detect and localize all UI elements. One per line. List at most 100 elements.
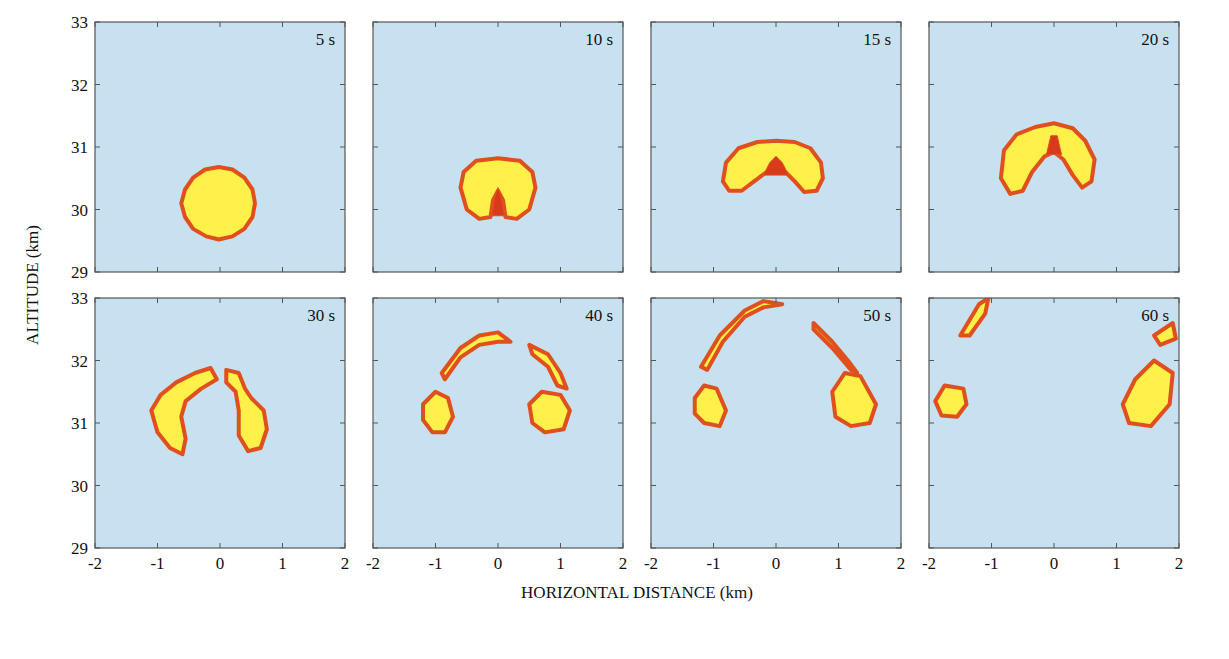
y-tick xyxy=(1174,548,1179,549)
x-tick xyxy=(651,267,652,272)
y-tick xyxy=(651,22,656,23)
y-tick xyxy=(1174,485,1179,486)
x-tick xyxy=(901,267,902,272)
x-tick xyxy=(1179,298,1180,303)
y-tick xyxy=(340,272,345,273)
plume-region xyxy=(529,392,570,433)
x-tick-label: 0 xyxy=(494,554,503,573)
x-tick xyxy=(498,298,499,303)
x-tick xyxy=(623,267,624,272)
x-tick xyxy=(435,298,436,303)
plume-region xyxy=(442,332,511,379)
x-tick xyxy=(838,298,839,303)
x-tick xyxy=(220,22,221,27)
x-tick xyxy=(991,543,992,548)
x-tick xyxy=(776,298,777,303)
plot-frame xyxy=(929,22,1179,272)
plume-region xyxy=(935,386,966,417)
plume-region xyxy=(701,301,782,370)
x-tick xyxy=(95,543,96,548)
x-tick xyxy=(373,22,374,27)
y-tick xyxy=(1174,209,1179,210)
x-tick xyxy=(1179,267,1180,272)
y-tick-label: 32 xyxy=(71,352,88,371)
y-tick xyxy=(929,147,934,148)
y-tick xyxy=(618,298,623,299)
y-axis-title: ALTITUDE (km) xyxy=(23,225,42,345)
y-tick xyxy=(373,22,378,23)
y-tick xyxy=(95,360,100,361)
x-tick xyxy=(838,543,839,548)
y-tick xyxy=(651,298,656,299)
x-tick xyxy=(991,22,992,27)
plot-frame xyxy=(373,22,623,272)
y-tick xyxy=(1174,84,1179,85)
x-tick xyxy=(282,543,283,548)
x-tick xyxy=(282,22,283,27)
x-tick xyxy=(1054,22,1055,27)
y-tick xyxy=(340,360,345,361)
y-tick-label: 31 xyxy=(71,414,88,433)
y-tick xyxy=(618,360,623,361)
y-tick-label: 31 xyxy=(71,138,88,157)
y-tick xyxy=(618,548,623,549)
x-tick xyxy=(929,543,930,548)
y-tick xyxy=(651,147,656,148)
y-tick xyxy=(929,298,934,299)
y-tick xyxy=(95,84,100,85)
x-tick xyxy=(560,543,561,548)
y-tick-label: 32 xyxy=(71,76,88,95)
y-tick xyxy=(95,485,100,486)
y-tick xyxy=(618,147,623,148)
x-tick xyxy=(1116,267,1117,272)
panel-title: 5 s xyxy=(316,30,335,49)
panel-title: 50 s xyxy=(863,306,891,325)
y-tick xyxy=(929,84,934,85)
x-tick xyxy=(95,298,96,303)
y-tick xyxy=(1174,22,1179,23)
y-tick xyxy=(95,548,100,549)
x-tick xyxy=(929,298,930,303)
plume-region xyxy=(695,386,726,427)
y-tick xyxy=(618,423,623,424)
x-tick xyxy=(345,22,346,27)
x-tick xyxy=(345,267,346,272)
y-tick xyxy=(95,147,100,148)
plume-region xyxy=(1123,361,1173,427)
x-tick xyxy=(776,543,777,548)
x-tick xyxy=(435,543,436,548)
y-tick xyxy=(373,209,378,210)
x-tick xyxy=(95,22,96,27)
x-tick xyxy=(1054,298,1055,303)
x-tick xyxy=(713,543,714,548)
y-tick xyxy=(95,22,100,23)
y-tick xyxy=(373,84,378,85)
x-tick-label: 1 xyxy=(1112,554,1121,573)
x-tick xyxy=(838,267,839,272)
x-tick-label: 0 xyxy=(216,554,225,573)
x-tick-label: 0 xyxy=(1050,554,1059,573)
y-tick xyxy=(896,548,901,549)
x-tick xyxy=(1179,22,1180,27)
x-tick xyxy=(1116,22,1117,27)
x-tick xyxy=(373,543,374,548)
x-tick-label: 1 xyxy=(556,554,565,573)
y-tick xyxy=(929,548,934,549)
plume-region xyxy=(151,368,217,454)
y-tick xyxy=(1174,298,1179,299)
y-tick xyxy=(373,423,378,424)
x-tick xyxy=(901,298,902,303)
x-tick xyxy=(373,267,374,272)
y-tick xyxy=(1174,147,1179,148)
y-tick xyxy=(896,84,901,85)
y-tick xyxy=(929,423,934,424)
plot-frame xyxy=(373,298,623,548)
y-tick xyxy=(373,272,378,273)
x-tick-label: -1 xyxy=(706,554,720,573)
y-tick xyxy=(896,147,901,148)
x-tick xyxy=(929,267,930,272)
x-tick xyxy=(220,298,221,303)
x-tick xyxy=(157,267,158,272)
x-tick-label: -2 xyxy=(922,554,936,573)
x-tick xyxy=(157,298,158,303)
